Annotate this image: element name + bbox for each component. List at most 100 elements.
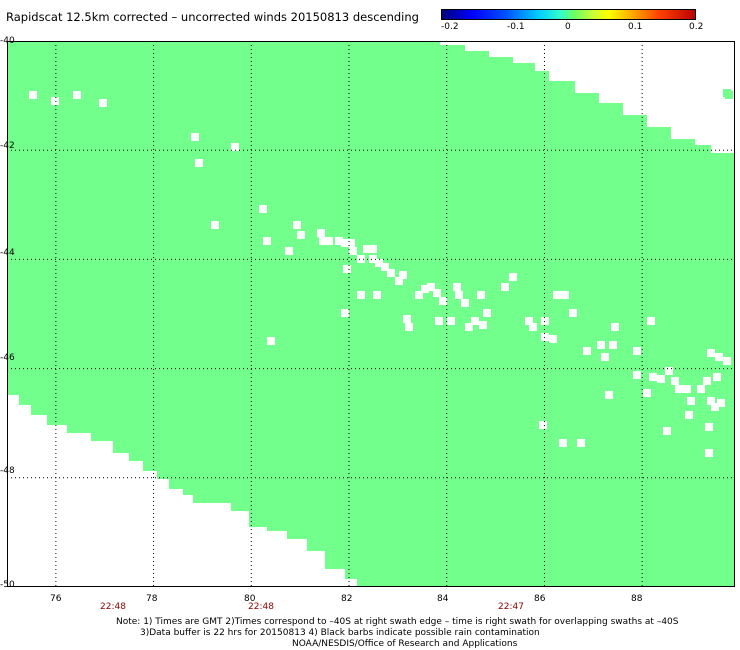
lat-label: -46	[0, 353, 15, 363]
missing-cell	[439, 297, 447, 305]
missing-cell	[191, 133, 199, 141]
missing-cell	[453, 283, 461, 291]
missing-cell	[715, 353, 723, 361]
missing-cell	[357, 255, 365, 263]
missing-cell	[477, 291, 485, 299]
missing-cell	[675, 385, 683, 393]
missing-cell	[569, 309, 577, 317]
missing-cell	[705, 423, 713, 431]
missing-cell	[529, 323, 537, 331]
missing-cell	[297, 231, 305, 239]
missing-cell	[549, 335, 557, 343]
missing-cell	[479, 321, 487, 329]
map-title: Rapidscat 12.5km corrected – uncorrected…	[6, 10, 419, 24]
footnote-line-1: Note: 1) Times are GMT 2)Times correspon…	[116, 617, 679, 627]
missing-cell	[647, 317, 655, 325]
colorbar	[441, 9, 696, 20]
missing-cell	[421, 285, 429, 293]
missing-cell	[317, 229, 325, 237]
missing-cell	[343, 265, 351, 273]
missing-cell	[665, 367, 673, 375]
missing-cell	[369, 255, 377, 263]
missing-cell	[705, 449, 713, 457]
colorbar-tick: 0	[565, 22, 571, 32]
missing-cell	[363, 245, 371, 253]
missing-cell	[471, 317, 479, 325]
lat-label: -50	[0, 580, 15, 590]
missing-cell	[687, 397, 695, 405]
missing-cell	[435, 317, 443, 325]
lat-label: -40	[0, 36, 15, 46]
lon-label: 80	[244, 594, 256, 604]
missing-cell	[405, 323, 413, 331]
colorbar-tick: -0.2	[441, 22, 459, 32]
lon-label: 84	[437, 594, 449, 604]
missing-cell	[347, 239, 355, 247]
missing-cell	[99, 99, 107, 107]
footnote-line-2: 3)Data buffer is 22 hrs for 20150813 4) …	[140, 628, 540, 638]
missing-cell	[415, 291, 423, 299]
missing-cell	[657, 375, 665, 383]
missing-cell	[381, 263, 389, 271]
missing-cell	[541, 333, 549, 341]
lon-label: 78	[146, 594, 158, 604]
missing-cell	[541, 317, 549, 325]
missing-cell	[633, 371, 641, 379]
missing-cell	[387, 269, 395, 277]
missing-cell	[465, 323, 473, 331]
missing-cell	[427, 283, 435, 291]
missing-cell	[633, 347, 641, 355]
missing-cell	[697, 385, 705, 393]
missing-cell	[711, 403, 719, 411]
missing-cell	[395, 277, 403, 285]
missing-cell	[611, 323, 619, 331]
missing-cell	[643, 389, 651, 397]
missing-cell	[609, 341, 617, 349]
missing-cell	[195, 159, 203, 167]
missing-cell	[685, 411, 693, 419]
missing-cell	[51, 97, 59, 105]
missing-cell	[605, 391, 613, 399]
wind-difference-map	[7, 41, 735, 587]
missing-cell	[335, 237, 343, 245]
missing-cell	[403, 315, 411, 323]
missing-cell	[433, 289, 441, 297]
missing-cell	[29, 91, 37, 99]
missing-cell	[577, 439, 585, 447]
missing-cell	[357, 291, 365, 299]
swath-cell	[725, 91, 733, 99]
missing-cell	[211, 221, 219, 229]
missing-cell	[319, 237, 327, 245]
lon-label: 76	[50, 594, 62, 604]
lat-label: -48	[0, 466, 15, 476]
footnote-line-3: NOAA/NESDIS/Office of Research and Appli…	[292, 639, 518, 649]
missing-cell	[717, 399, 725, 407]
missing-cell	[341, 239, 349, 247]
swath-time-label: 22:47	[498, 602, 524, 612]
missing-cell	[713, 373, 721, 381]
lat-label: -44	[0, 248, 15, 258]
missing-cell	[231, 143, 239, 151]
missing-cell	[263, 237, 271, 245]
missing-cell	[707, 349, 715, 357]
missing-cell	[561, 291, 569, 299]
swath-time-label: 22:48	[100, 602, 126, 612]
missing-cell	[583, 347, 591, 355]
missing-cell	[455, 291, 463, 299]
map-frame	[7, 41, 735, 587]
missing-cell	[461, 299, 469, 307]
missing-cell	[501, 283, 509, 291]
missing-cell	[683, 385, 691, 393]
lon-label: 86	[534, 594, 546, 604]
missing-cell	[399, 271, 407, 279]
lat-lon-gridlines	[7, 41, 735, 587]
missing-cell	[349, 247, 357, 255]
lat-label: -42	[0, 141, 15, 151]
missing-data-cells	[29, 91, 731, 457]
missing-cell	[483, 309, 491, 317]
missing-cell	[707, 397, 715, 405]
missing-cell	[375, 259, 383, 267]
missing-cell	[703, 377, 711, 385]
colorbar-tick: 0.2	[689, 22, 704, 32]
colorbar-tick: -0.1	[507, 22, 525, 32]
